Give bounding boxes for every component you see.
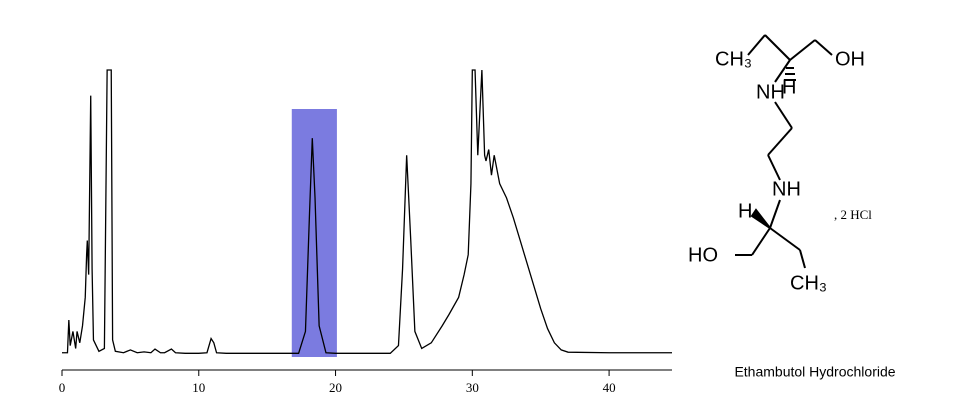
- bond: [764, 34, 791, 61]
- bond: [767, 154, 781, 181]
- atom-label: H: [782, 76, 796, 98]
- bond: [769, 227, 801, 251]
- chromatogram: 0 10 20 30 40: [59, 69, 672, 395]
- x-tick-label: 0: [59, 380, 66, 395]
- atom-label: HO: [688, 244, 718, 266]
- x-tick-label: 10: [192, 380, 205, 395]
- compound-name: Ethambutol Hydrochloride: [734, 364, 895, 380]
- x-tick-label: 30: [466, 380, 479, 395]
- bond: [769, 199, 781, 229]
- x-tick-label: 40: [603, 380, 616, 395]
- atom-label: NH: [772, 178, 801, 200]
- chromatogram-trace: [62, 69, 672, 354]
- atom-label: NH: [756, 81, 785, 103]
- bond: [774, 59, 791, 83]
- wedge-bond: [750, 208, 771, 229]
- bond: [799, 249, 806, 269]
- salt-label: , 2 HCl: [834, 207, 872, 222]
- bond: [814, 39, 833, 56]
- structure: [735, 34, 833, 269]
- atom-label: CH₃: [715, 48, 752, 70]
- bond: [751, 227, 771, 256]
- atom-label: CH₃: [790, 272, 827, 294]
- atom-label: OH: [835, 48, 865, 70]
- bond: [789, 39, 816, 61]
- atom-label: H: [738, 200, 752, 222]
- x-tick-label: 20: [329, 380, 342, 395]
- bond: [774, 101, 793, 129]
- bond: [747, 34, 766, 56]
- highlight-band: [291, 109, 337, 357]
- bond: [767, 127, 793, 156]
